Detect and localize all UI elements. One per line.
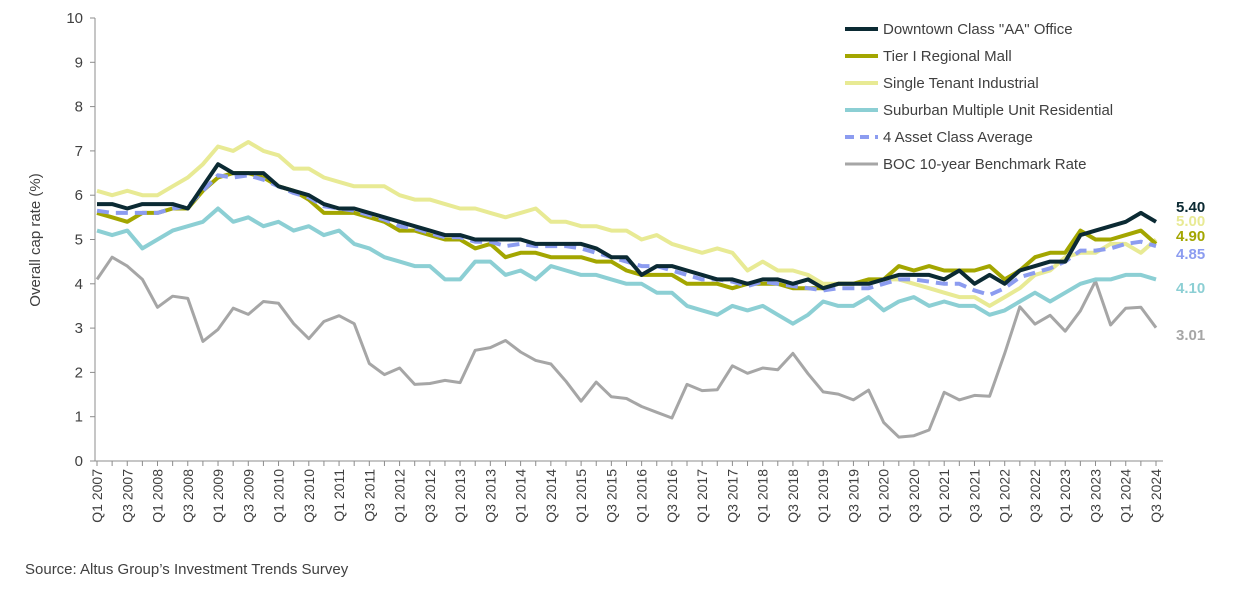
x-tick-label: Q1 2024 <box>1118 469 1134 523</box>
series-line-4 <box>96 173 1157 297</box>
x-tick-label: Q1 2018 <box>755 469 771 523</box>
x-tick-label: Q3 2024 <box>1148 469 1164 523</box>
y-tick-label: 0 <box>75 453 83 470</box>
legend-label: BOC 10-year Benchmark Rate <box>883 156 1086 173</box>
x-tick-label: Q3 2009 <box>240 469 256 523</box>
source-note: Source: Altus Group’s Investment Trends … <box>25 561 349 578</box>
y-tick-label: 2 <box>75 364 83 381</box>
x-tick-label: Q3 2022 <box>1027 469 1043 523</box>
x-tick-label: Q3 2020 <box>906 469 922 523</box>
y-axis-label: Overall cap rate (%) <box>27 173 44 306</box>
x-tick-label: Q1 2023 <box>1057 469 1073 523</box>
y-tick-label: 8 <box>75 99 83 116</box>
x-tick-label: Q1 2009 <box>210 469 226 523</box>
x-tick-label: Q1 2022 <box>997 469 1013 523</box>
y-tick-label: 9 <box>75 54 83 71</box>
y-tick-label: 3 <box>75 320 83 337</box>
end-value-label: 3.01 <box>1176 327 1205 344</box>
x-tick-label: Q1 2020 <box>876 469 892 523</box>
x-tick-label: Q1 2007 <box>89 469 105 523</box>
legend-label: Downtown Class "AA" Office <box>883 21 1073 38</box>
x-tick-label: Q3 2017 <box>724 469 740 523</box>
x-tick-label: Q3 2019 <box>845 469 861 523</box>
x-tick-label: Q1 2010 <box>271 469 287 523</box>
y-tick-label: 6 <box>75 187 83 204</box>
y-tick-label: 5 <box>75 232 83 249</box>
x-tick-label: Q3 2014 <box>543 469 559 523</box>
x-tick-label: Q1 2019 <box>815 469 831 523</box>
x-tick-label: Q3 2008 <box>180 469 196 523</box>
legend-label: Single Tenant Industrial <box>883 75 1039 92</box>
series-line-5 <box>95 255 1158 439</box>
series-line-3 <box>96 206 1157 326</box>
x-tick-label: Q3 2015 <box>603 469 619 523</box>
end-value-label: 5.40 <box>1176 199 1205 216</box>
legend-label: Suburban Multiple Unit Residential <box>883 102 1113 119</box>
y-tick-label: 4 <box>75 276 83 293</box>
x-tick-label: Q3 2012 <box>422 469 438 523</box>
y-tick-label: 7 <box>75 143 83 160</box>
x-tick-label: Q1 2016 <box>634 469 650 523</box>
x-tick-label: Q1 2021 <box>936 469 952 523</box>
y-tick-label: 10 <box>66 10 83 27</box>
x-tick-label: Q1 2014 <box>513 469 529 523</box>
end-value-label: 5.00 <box>1176 213 1205 230</box>
end-value-label: 4.85 <box>1176 246 1205 263</box>
x-tick-label: Q3 2023 <box>1087 469 1103 523</box>
x-tick-label: Q3 2018 <box>785 469 801 523</box>
x-tick-label: Q3 2013 <box>482 469 498 523</box>
x-tick-label: Q1 2011 <box>331 469 347 522</box>
legend-label: Tier I Regional Mall <box>883 48 1012 65</box>
x-tick-label: Q3 2010 <box>301 469 317 523</box>
x-tick-label: Q1 2015 <box>573 469 589 523</box>
x-tick-label: Q1 2013 <box>452 469 468 523</box>
x-tick-label: Q1 2008 <box>150 469 166 523</box>
x-tick-label: Q3 2007 <box>119 469 135 523</box>
end-value-label: 4.10 <box>1176 280 1205 297</box>
y-tick-label: 1 <box>75 409 83 426</box>
series-line-2 <box>96 140 1158 308</box>
legend-label: 4 Asset Class Average <box>883 129 1033 146</box>
end-value-label: 4.90 <box>1176 228 1205 245</box>
series-line-0 <box>97 162 1158 291</box>
x-tick-label: Q3 2011 <box>361 469 377 522</box>
x-tick-label: Q1 2012 <box>392 469 408 523</box>
x-tick-label: Q1 2017 <box>694 469 710 523</box>
x-tick-label: Q3 2021 <box>966 469 982 523</box>
x-tick-label: Q3 2016 <box>664 469 680 523</box>
